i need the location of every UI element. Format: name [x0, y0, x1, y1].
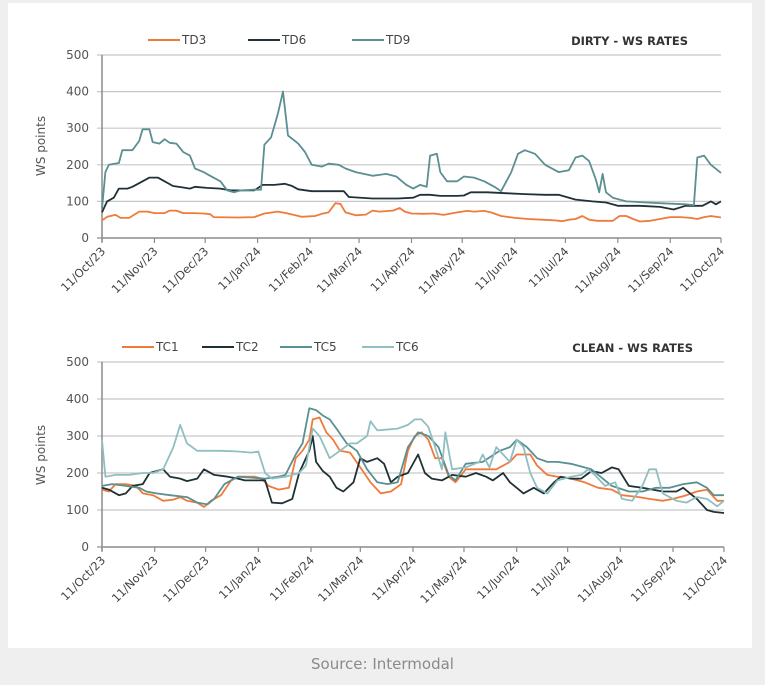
x-tick-label: 11/Mar/24	[314, 244, 365, 295]
legend-label-tc6: TC6	[395, 340, 419, 354]
x-tick-label: 11/Oct/23	[58, 553, 108, 603]
legend-label-td3: TD3	[181, 33, 206, 47]
x-tick-label: 11/Oct/24	[680, 553, 730, 603]
y-tick-label: 200	[66, 466, 89, 480]
x-tick-label: 11/Dec/23	[159, 244, 211, 296]
series-lines	[101, 407, 725, 514]
legend: TC1 TC2 TC5 TC6	[122, 340, 419, 354]
x-tick-label: 11/Feb/24	[266, 244, 316, 294]
x-tick-label: 11/Jan/24	[215, 244, 264, 293]
chart-card	[8, 3, 752, 648]
y-tick-labels: 0 100 200 300 400 500	[66, 355, 89, 554]
series-line-tc5	[101, 407, 724, 506]
source-caption: Source: Intermodal	[311, 655, 454, 673]
axes	[101, 362, 725, 552]
x-tick-label: 11/Nov/23	[109, 553, 161, 605]
y-axis-label: WS points	[34, 425, 48, 485]
legend-label-tc5: TC5	[313, 340, 337, 354]
y-tick-label: 0	[81, 540, 89, 554]
x-tick-label: 11/Feb/24	[267, 553, 317, 603]
legend-label-tc2: TC2	[235, 340, 259, 354]
y-tick-label: 500	[66, 355, 89, 369]
x-tick-label: 11/Sep/24	[625, 244, 676, 295]
legend-label-tc1: TC1	[155, 340, 179, 354]
x-tick-label: 11/Mar/24	[315, 553, 366, 604]
x-tick-label: 11/Aug/24	[572, 244, 624, 296]
y-tick-label: 0	[81, 231, 89, 245]
gridlines	[97, 54, 721, 239]
y-tick-label: 200	[66, 158, 89, 172]
x-tick-label: 11/Jul/24	[526, 244, 572, 290]
x-tick-label: 11/Oct/24	[677, 244, 727, 294]
axes	[101, 55, 722, 243]
y-tick-label: 400	[66, 392, 89, 406]
y-tick-label: 300	[66, 429, 89, 443]
series-line-tc2	[101, 435, 725, 514]
legend-label-td9: TD9	[385, 33, 410, 47]
x-tick-label: 11/May/24	[415, 244, 468, 297]
x-tick-label: 11/May/24	[417, 553, 470, 606]
series-line-td6	[101, 176, 722, 213]
x-tick-label: 11/Jun/24	[474, 553, 523, 602]
y-tick-label: 100	[66, 194, 89, 208]
x-tick-label: 11/Sep/24	[628, 553, 679, 604]
x-tick-label: 11/Aug/24	[574, 553, 626, 605]
x-tick-label: 11/Jul/24	[528, 553, 574, 599]
x-tick-label: 11/Nov/23	[109, 244, 161, 296]
y-tick-label: 100	[66, 503, 89, 517]
x-tick-label: 11/Dec/23	[160, 553, 212, 605]
series-line-td9	[101, 90, 722, 209]
y-axis-label: WS points	[34, 116, 48, 176]
x-tick-label: 11/Jun/24	[472, 244, 521, 293]
x-tick-label: 11/Apr/24	[367, 244, 417, 294]
gridlines	[97, 361, 724, 548]
series-lines	[101, 90, 722, 223]
y-tick-label: 400	[66, 85, 89, 99]
clean-ws-rates-chart: 0 100 200 300 400 500 11/Oct/23 11/Nov/23 11/De…	[34, 340, 730, 606]
x-tick-label: 11/Apr/24	[369, 553, 419, 603]
chart-title: CLEAN - WS RATES	[572, 341, 693, 355]
x-tick-label: 11/Oct/23	[58, 244, 108, 294]
x-tick-label: 11/Jan/24	[216, 553, 265, 602]
series-line-tc6	[101, 418, 725, 508]
dirty-ws-rates-chart: 0 100 200 300 400 500 11/Oct/23 11/Nov/2311/De…	[34, 33, 727, 297]
y-tick-label: 500	[66, 48, 89, 62]
series-line-td3	[101, 202, 722, 223]
legend-label-td6: TD6	[281, 33, 306, 47]
y-tick-label: 300	[66, 121, 89, 135]
y-tick-labels: 0 100 200 300 400 500	[66, 48, 89, 245]
chart-title: DIRTY - WS RATES	[571, 34, 688, 48]
legend: TD3 TD6 TD9	[148, 33, 410, 47]
